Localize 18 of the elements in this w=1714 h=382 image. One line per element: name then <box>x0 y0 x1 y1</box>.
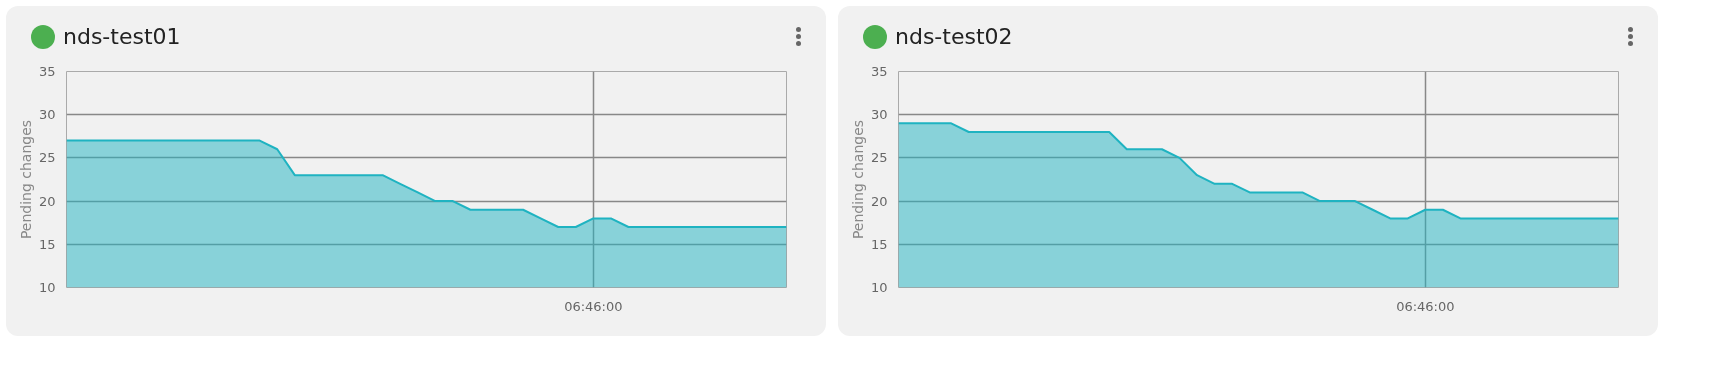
y-tick-label: 30 <box>870 107 888 123</box>
y-axis-title: Pending changes <box>849 119 866 240</box>
y-tick-label: 15 <box>870 236 888 252</box>
chart-title: nds-test02 <box>895 23 1013 51</box>
y-tick-label: 20 <box>870 193 888 209</box>
y-tick-label: 30 <box>38 107 56 123</box>
y-tick-label: 25 <box>38 150 56 166</box>
x-tick-label: 06:46:00 <box>564 298 623 314</box>
y-tick-label: 20 <box>38 193 56 209</box>
y-tick-label: 10 <box>870 280 888 295</box>
y-tick-label: 10 <box>38 280 56 295</box>
chart-title: nds-test01 <box>63 23 181 51</box>
y-tick-label: 35 <box>38 64 56 79</box>
y-axis-title: Pending changes <box>17 119 34 240</box>
x-tick-label: 06:46:00 <box>1396 298 1455 314</box>
y-tick-label: 25 <box>870 150 888 166</box>
y-tick-label: 15 <box>38 236 56 252</box>
y-tick-label: 35 <box>870 64 888 79</box>
